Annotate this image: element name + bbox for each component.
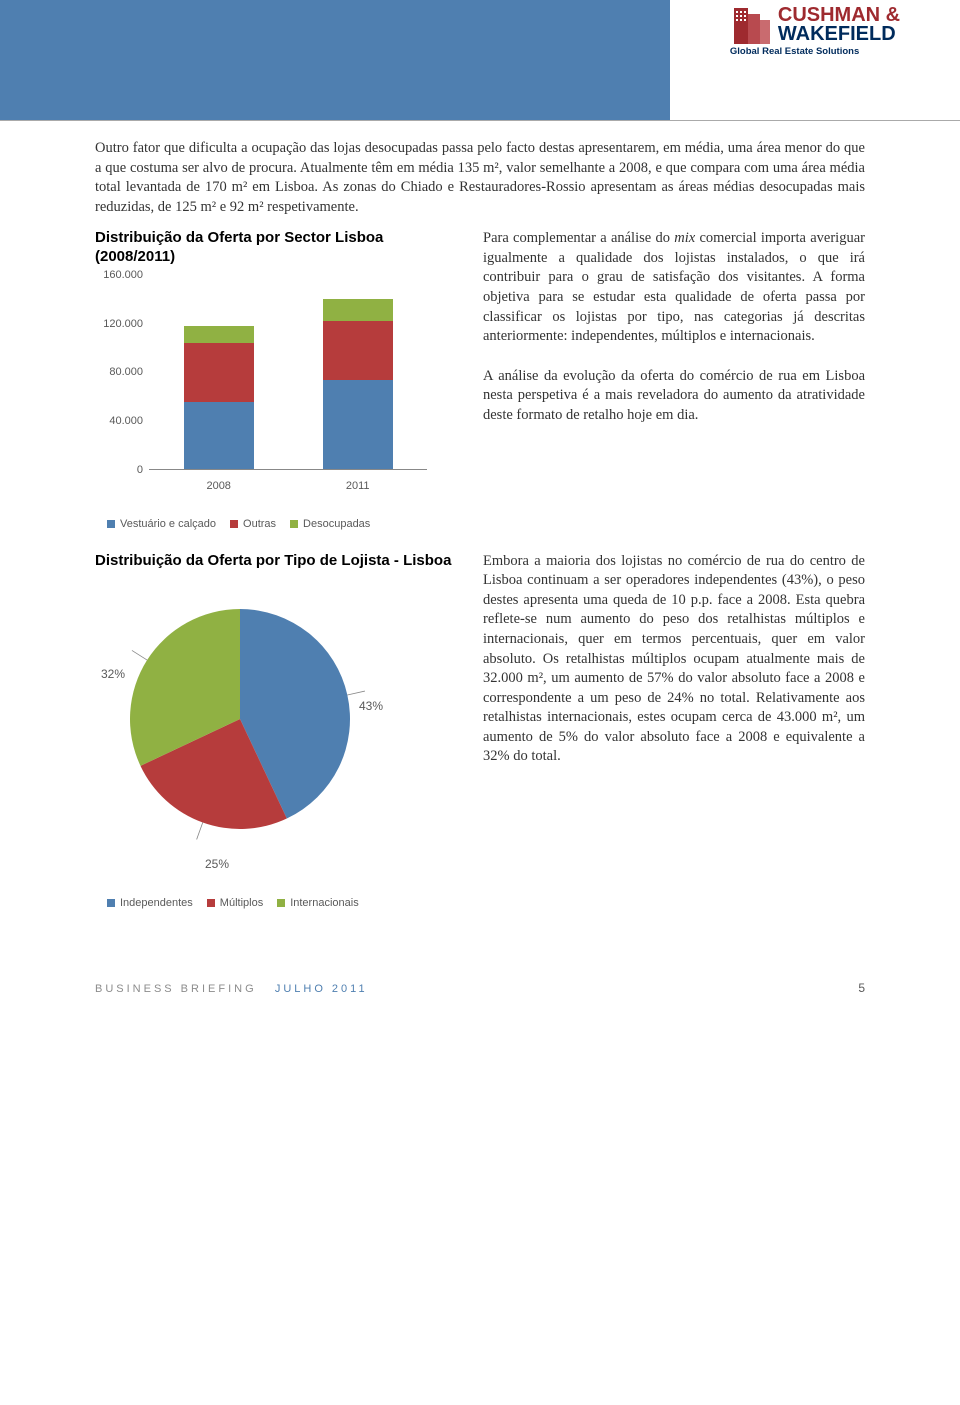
company-logo: CUSHMAN & WAKEFIELD Global Real Estate S… bbox=[730, 6, 900, 57]
pie-label-32: 32% bbox=[101, 667, 125, 681]
bar-group bbox=[323, 275, 393, 469]
bar-segment bbox=[184, 402, 254, 469]
bar-chart-title: Distribuição da Oferta por Sector Lisboa… bbox=[95, 229, 455, 267]
legend-swatch bbox=[207, 899, 215, 907]
bar-segment bbox=[323, 299, 393, 321]
header-logo-area: CUSHMAN & WAKEFIELD Global Real Estate S… bbox=[670, 0, 960, 57]
legend-swatch bbox=[277, 899, 285, 907]
y-tick-label: 80.000 bbox=[109, 366, 143, 378]
right-text-1: Para complementar a análise do mix comer… bbox=[483, 229, 865, 530]
pie-leader bbox=[347, 691, 365, 695]
legend-label: Vestuário e calçado bbox=[120, 518, 216, 530]
building-icon bbox=[730, 6, 772, 44]
section-bar: Distribuição da Oferta por Sector Lisboa… bbox=[95, 229, 865, 530]
y-tick-label: 0 bbox=[137, 464, 143, 476]
pie-chart-title: Distribuição da Oferta por Tipo de Lojis… bbox=[95, 552, 455, 571]
para-embora: Embora a maioria dos lojistas no comérci… bbox=[483, 552, 865, 767]
legend-label: Múltiplos bbox=[220, 897, 263, 909]
bar-group bbox=[184, 275, 254, 469]
para-mix: Para complementar a análise do mix comer… bbox=[483, 229, 865, 346]
pie-label-25: 25% bbox=[205, 857, 229, 871]
logo-tagline: Global Real Estate Solutions bbox=[730, 46, 900, 57]
pie-chart-block: Distribuição da Oferta por Tipo de Lojis… bbox=[95, 552, 455, 909]
footer: BUSINESS BRIEFING JULHO 2011 5 bbox=[0, 931, 960, 1013]
x-tick-label: 2008 bbox=[206, 480, 230, 500]
bar-chart: 040.00080.000120.000160.000 20082011 bbox=[95, 275, 435, 500]
bar-segment bbox=[184, 343, 254, 402]
y-tick-label: 160.000 bbox=[103, 269, 143, 281]
legend-swatch bbox=[230, 520, 238, 528]
legend-swatch bbox=[290, 520, 298, 528]
legend-swatch bbox=[107, 899, 115, 907]
legend-swatch bbox=[107, 520, 115, 528]
pie-leader bbox=[197, 822, 203, 839]
pie-chart-legend: Independentes Múltiplos Internacionais bbox=[95, 897, 455, 909]
para-evol: A análise da evolução da oferta do comér… bbox=[483, 367, 865, 426]
pie-chart: 32% 43% 25% bbox=[95, 579, 385, 869]
legend-label: Internacionais bbox=[290, 897, 359, 909]
intro-paragraph: Outro fator que dificulta a ocupação das… bbox=[95, 139, 865, 217]
legend-item: Internacionais bbox=[277, 897, 359, 909]
header-blue-block bbox=[0, 0, 670, 120]
legend-item: Desocupadas bbox=[290, 518, 370, 530]
content-area: Outro fator que dificulta a ocupação das… bbox=[0, 121, 960, 931]
footer-page: 5 bbox=[858, 981, 865, 995]
pie-leader bbox=[132, 650, 147, 660]
legend-label: Outras bbox=[243, 518, 276, 530]
section-pie: Distribuição da Oferta por Tipo de Lojis… bbox=[95, 552, 865, 909]
bar-chart-block: Distribuição da Oferta por Sector Lisboa… bbox=[95, 229, 455, 530]
footer-date: JULHO 2011 bbox=[275, 983, 368, 995]
bar-segment bbox=[323, 321, 393, 380]
footer-left: BUSINESS BRIEFING JULHO 2011 bbox=[95, 983, 368, 995]
legend-item: Vestuário e calçado bbox=[107, 518, 216, 530]
x-tick-label: 2011 bbox=[346, 480, 370, 500]
header: CUSHMAN & WAKEFIELD Global Real Estate S… bbox=[0, 0, 960, 121]
legend-label: Desocupadas bbox=[303, 518, 370, 530]
bar-segment bbox=[323, 380, 393, 469]
legend-label: Independentes bbox=[120, 897, 193, 909]
legend-item: Outras bbox=[230, 518, 276, 530]
bar-chart-legend: Vestuário e calçado Outras Desocupadas bbox=[95, 518, 455, 530]
right-text-2: Embora a maioria dos lojistas no comérci… bbox=[483, 552, 865, 909]
legend-item: Múltiplos bbox=[207, 897, 263, 909]
bar-segment bbox=[184, 326, 254, 343]
y-tick-label: 40.000 bbox=[109, 415, 143, 427]
y-tick-label: 120.000 bbox=[103, 318, 143, 330]
logo-name-2: WAKEFIELD bbox=[778, 25, 900, 44]
legend-item: Independentes bbox=[107, 897, 193, 909]
footer-briefing: BUSINESS BRIEFING bbox=[95, 983, 257, 995]
pie-label-43: 43% bbox=[359, 699, 383, 713]
